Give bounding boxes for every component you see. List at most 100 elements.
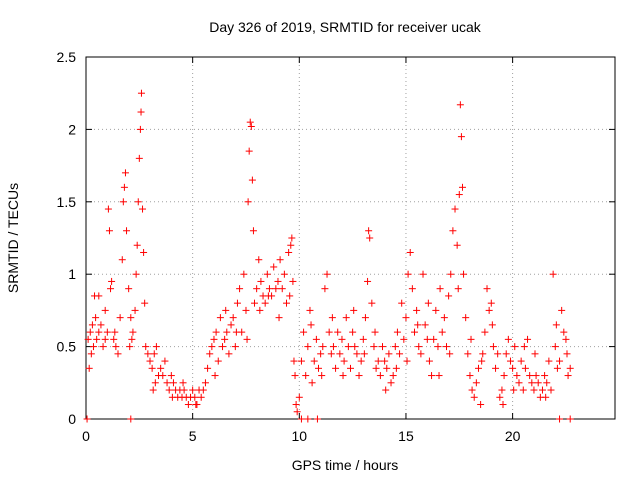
data-point — [436, 285, 444, 293]
data-point — [116, 314, 124, 322]
data-point — [321, 285, 329, 293]
data-point — [566, 364, 574, 372]
x-tick-label: 15 — [398, 428, 414, 444]
data-point — [233, 299, 241, 307]
data-point — [261, 299, 269, 307]
data-point — [287, 241, 295, 249]
data-point — [253, 285, 261, 293]
data-point — [121, 169, 129, 177]
data-point — [157, 364, 165, 372]
data-point — [496, 393, 504, 401]
data-point — [442, 343, 450, 351]
data-point — [538, 386, 546, 394]
data-point — [263, 270, 271, 278]
data-point — [515, 379, 523, 387]
data-point — [289, 277, 297, 285]
x-axis-label: GPS time / hours — [292, 457, 399, 473]
data-point — [453, 241, 461, 249]
data-point — [86, 328, 94, 336]
data-point — [210, 335, 218, 343]
data-point — [511, 343, 519, 351]
data-point — [558, 306, 566, 314]
data-point — [244, 198, 252, 206]
data-point — [502, 350, 510, 358]
data-point — [381, 357, 389, 365]
data-point — [566, 415, 574, 423]
data-point — [457, 133, 465, 141]
data-point — [288, 234, 296, 242]
data-point — [532, 372, 540, 380]
data-point — [307, 321, 315, 329]
data-point — [201, 379, 209, 387]
data-point — [481, 328, 489, 336]
data-point — [413, 306, 421, 314]
data-point — [119, 198, 127, 206]
data-point — [308, 379, 316, 387]
data-point — [272, 285, 280, 293]
data-point — [93, 335, 101, 343]
data-point — [435, 372, 443, 380]
data-point — [498, 386, 506, 394]
data-point — [355, 372, 363, 380]
data-point — [204, 364, 212, 372]
data-point — [402, 314, 410, 322]
data-point — [304, 343, 312, 351]
data-point — [406, 248, 414, 256]
data-point — [360, 350, 368, 358]
data-point — [275, 314, 283, 322]
data-point — [506, 357, 514, 365]
y-tick-label: 0 — [68, 411, 76, 427]
data-point — [489, 343, 497, 351]
data-point — [227, 321, 235, 329]
data-point — [292, 401, 300, 409]
data-point — [542, 393, 550, 401]
data-point — [297, 415, 305, 423]
data-point — [167, 372, 175, 380]
data-point — [222, 306, 230, 314]
data-point — [161, 357, 169, 365]
data-point — [223, 328, 231, 336]
data-point — [421, 321, 429, 329]
data-point — [417, 350, 425, 358]
data-point — [338, 335, 346, 343]
data-point — [280, 270, 288, 278]
data-point — [382, 386, 390, 394]
data-point — [403, 357, 411, 365]
data-point — [385, 350, 393, 358]
data-point — [99, 343, 107, 351]
data-point — [393, 328, 401, 336]
data-point — [120, 183, 128, 191]
data-point — [383, 364, 391, 372]
data-point — [180, 386, 188, 394]
data-point — [255, 256, 263, 264]
data-point — [243, 335, 251, 343]
data-point — [553, 364, 561, 372]
data-point — [364, 277, 372, 285]
data-point — [256, 306, 264, 314]
data-point — [97, 321, 105, 329]
data-point — [517, 357, 525, 365]
data-point — [474, 364, 482, 372]
data-point — [208, 343, 216, 351]
data-point — [472, 379, 480, 387]
data-point — [107, 285, 115, 293]
data-point — [357, 357, 365, 365]
y-tick-label: 0.5 — [57, 339, 77, 355]
data-point — [304, 415, 312, 423]
data-point — [451, 205, 459, 213]
x-tick-label: 10 — [292, 428, 308, 444]
data-point — [184, 401, 192, 409]
data-point — [410, 328, 418, 336]
data-point — [478, 357, 486, 365]
data-point — [432, 306, 440, 314]
data-point — [95, 292, 103, 300]
y-tick-label: 1 — [68, 266, 76, 282]
data-point — [353, 350, 361, 358]
data-point — [317, 350, 325, 358]
data-point — [118, 256, 126, 264]
data-point — [114, 350, 122, 358]
data-point — [521, 364, 529, 372]
data-point — [315, 364, 323, 372]
data-point — [342, 314, 350, 322]
data-point — [264, 292, 272, 300]
